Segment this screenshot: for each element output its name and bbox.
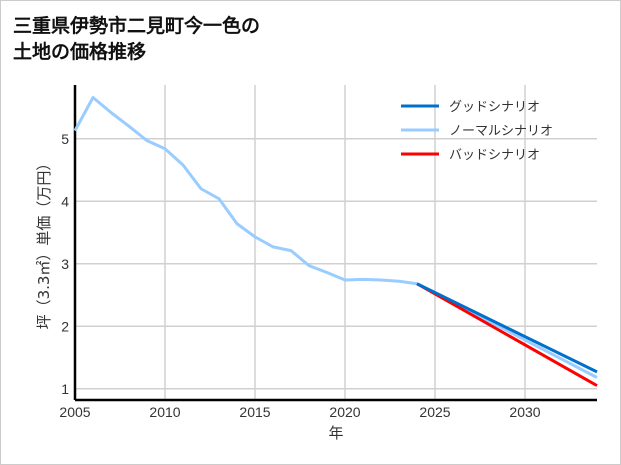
x-axis-label: 年 [328,424,343,442]
chart-title: 三重県伊勢市二見町今一色の 土地の価格推移 [13,15,261,63]
legend-label: グッドシナリオ [449,100,540,115]
y-tick-label: 2 [61,318,69,334]
x-tick-label: 2015 [239,404,270,420]
y-tick-label: 4 [61,193,69,209]
series-line [416,282,598,387]
y-tick-label: 5 [61,131,69,147]
legend-label: ノーマルシナリオ [449,124,553,139]
series-line [416,282,598,374]
x-tick-label: 2030 [509,404,540,420]
x-tick-label: 2020 [329,404,360,420]
x-tick-label: 2010 [149,404,180,420]
x-tick-label: 2005 [59,404,90,420]
x-tick-label: 2025 [419,404,450,420]
legend-label: バッドシナリオ [449,148,540,163]
series-line [73,96,598,379]
y-axis-label: 坪（3.3㎡）単価（万円） [35,156,53,330]
y-tick-label: 1 [61,381,69,397]
y-tick-label: 3 [61,256,69,272]
